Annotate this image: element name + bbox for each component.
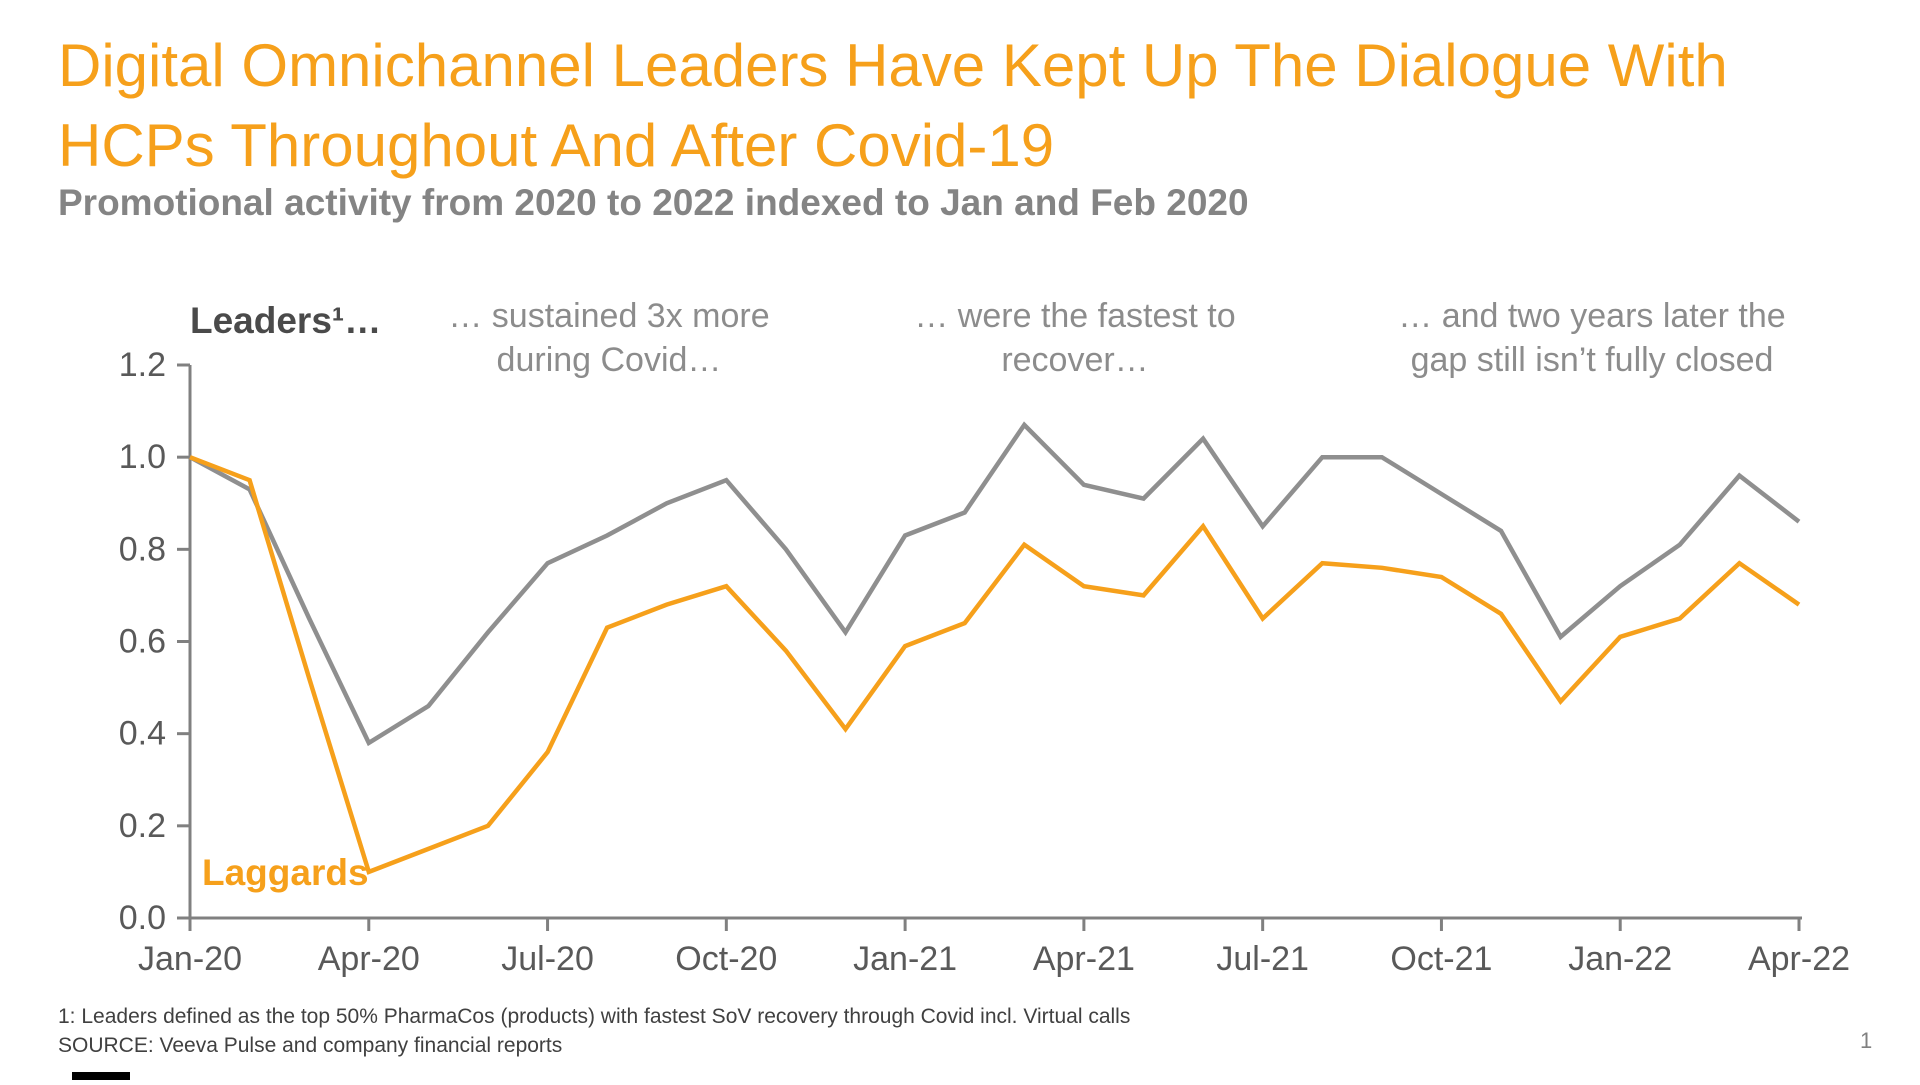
page-title: Digital Omnichannel Leaders Have Kept Up… bbox=[58, 26, 1728, 186]
x-tick-label: Jul-20 bbox=[501, 940, 594, 978]
leaders-line bbox=[188, 421, 1801, 747]
footnote-source: SOURCE: Veeva Pulse and company financia… bbox=[58, 1034, 563, 1057]
x-tick-label: Oct-20 bbox=[675, 940, 777, 978]
page-title-line-1: Digital Omnichannel Leaders Have Kept Up… bbox=[58, 32, 1728, 99]
x-tick-label: Apr-21 bbox=[1033, 940, 1135, 978]
x-tick-label: Jul-21 bbox=[1216, 940, 1309, 978]
footnote-definition: 1: Leaders defined as the top 50% Pharma… bbox=[58, 1005, 1131, 1028]
y-tick-label: 1.0 bbox=[119, 438, 166, 476]
callout-gap: … and two years later the gap still isn’… bbox=[1398, 297, 1786, 379]
slide-corner-bar bbox=[72, 1072, 130, 1080]
x-tick-label: Oct-21 bbox=[1390, 940, 1492, 978]
series-label-leaders: Leaders¹… bbox=[190, 300, 382, 341]
page-number: 1 bbox=[1860, 1028, 1873, 1053]
y-tick-label: 0.0 bbox=[119, 899, 166, 937]
series-label-laggards: Laggards bbox=[202, 852, 369, 893]
page-title-line-2: HCPs Throughout And After Covid-19 bbox=[58, 112, 1055, 179]
callout-recover: … were the fastest to recover… bbox=[914, 297, 1236, 379]
y-tick-label: 0.8 bbox=[119, 530, 166, 568]
footnotes: 1: Leaders defined as the top 50% Pharma… bbox=[58, 1002, 1130, 1060]
x-tick-label: Jan-21 bbox=[853, 940, 957, 978]
y-tick-label: 1.2 bbox=[119, 346, 166, 384]
y-tick-label: 0.4 bbox=[119, 715, 166, 753]
axis-lines bbox=[188, 365, 1802, 920]
y-tick-label: 0.2 bbox=[119, 807, 166, 845]
laggards-line bbox=[189, 455, 1801, 875]
y-tick-label: 0.6 bbox=[119, 623, 166, 661]
x-tick-label: Apr-22 bbox=[1748, 940, 1850, 978]
x-tick-label: Jan-20 bbox=[138, 940, 242, 978]
x-tick-label: Apr-20 bbox=[318, 940, 420, 978]
callout-sustained: … sustained 3x more during Covid… bbox=[448, 297, 770, 379]
x-tick-label: Jan-22 bbox=[1568, 940, 1672, 978]
chart-subtitle: Promotional activity from 2020 to 2022 i… bbox=[58, 182, 1249, 223]
